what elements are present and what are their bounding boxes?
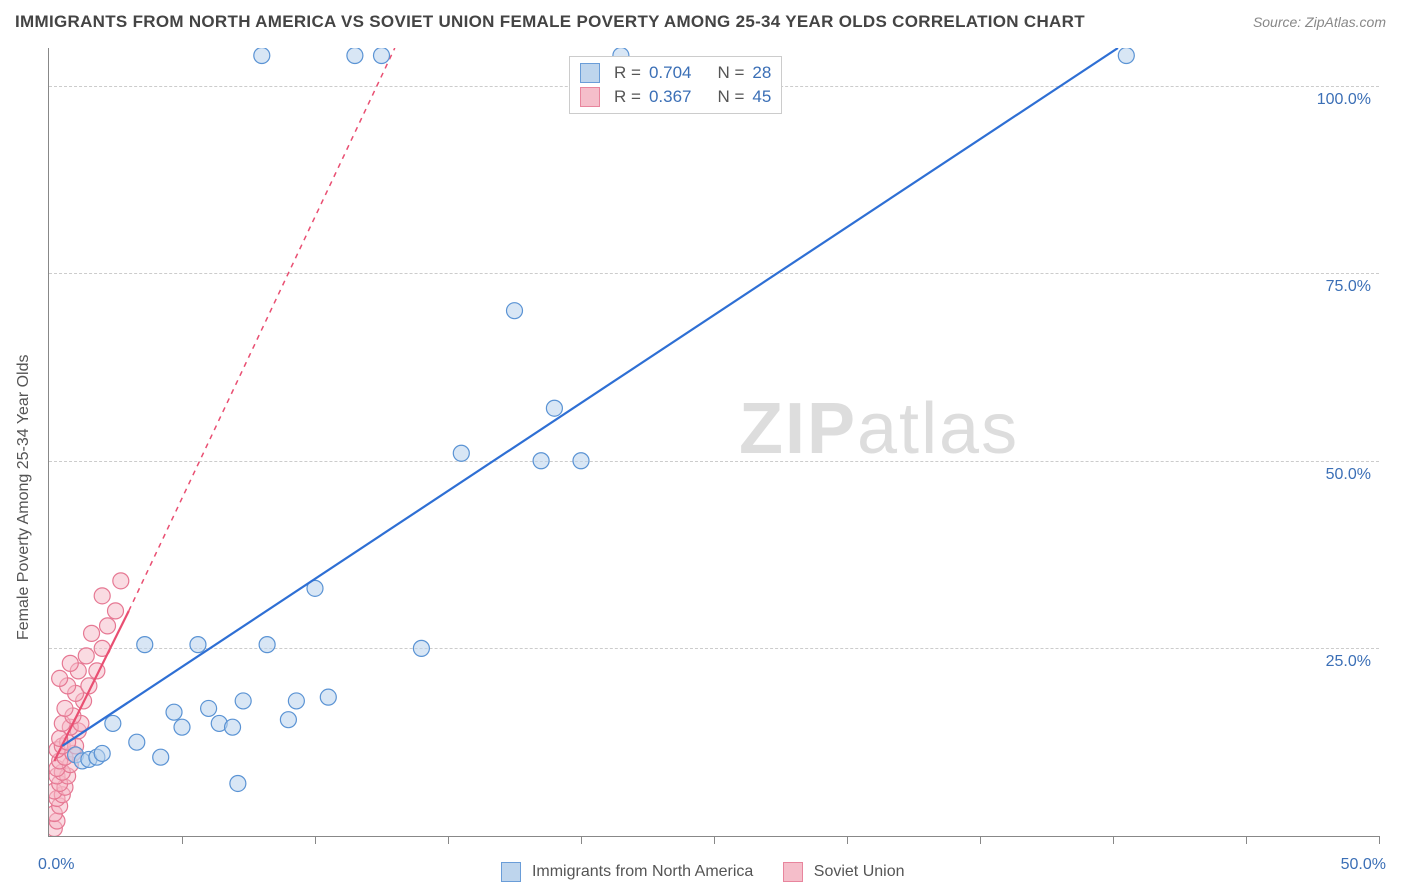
scatter-point <box>320 689 336 705</box>
bottom-legend: Immigrants from North America Soviet Uni… <box>0 862 1406 882</box>
scatter-point <box>413 640 429 656</box>
scatter-point <box>57 700 73 716</box>
scatter-point <box>100 618 116 634</box>
scatter-point <box>347 48 363 64</box>
scatter-point <box>573 453 589 469</box>
legend-row-b: R = 0.367 N = 45 <box>580 85 771 109</box>
scatter-point <box>105 715 121 731</box>
scatter-point <box>453 445 469 461</box>
scatter-point <box>288 693 304 709</box>
scatter-point <box>174 719 190 735</box>
scatter-point <box>230 775 246 791</box>
scatter-point <box>62 655 78 671</box>
scatter-point <box>201 700 217 716</box>
scatter-point <box>259 637 275 653</box>
legend-swatch-a-icon <box>501 862 521 882</box>
scatter-svg <box>49 48 1379 836</box>
scatter-point <box>254 48 270 64</box>
scatter-point <box>94 745 110 761</box>
correlation-legend: R = 0.704 N = 28 R = 0.367 N = 45 <box>569 56 782 114</box>
scatter-point <box>546 400 562 416</box>
source-attribution: Source: ZipAtlas.com <box>1253 14 1386 30</box>
scatter-point <box>108 603 124 619</box>
scatter-point <box>137 637 153 653</box>
trend-line-a <box>62 48 1118 746</box>
scatter-point <box>78 648 94 664</box>
scatter-point <box>374 48 390 64</box>
scatter-point <box>84 625 100 641</box>
legend-item-b: Soviet Union <box>783 862 904 882</box>
scatter-point <box>1118 48 1134 64</box>
chart-title: IMMIGRANTS FROM NORTH AMERICA VS SOVIET … <box>15 12 1085 32</box>
scatter-point <box>533 453 549 469</box>
legend-swatch-b-icon <box>783 862 803 882</box>
scatter-point <box>190 637 206 653</box>
scatter-point <box>129 734 145 750</box>
scatter-point <box>94 588 110 604</box>
legend-swatch-a-icon <box>580 63 600 83</box>
y-axis-label: Female Poverty Among 25-34 Year Olds <box>15 355 33 641</box>
trend-line-b-dash <box>129 48 395 611</box>
legend-swatch-b-icon <box>580 87 600 107</box>
scatter-point <box>52 670 68 686</box>
scatter-point <box>166 704 182 720</box>
scatter-point <box>235 693 251 709</box>
plot-area: ZIPatlas 25.0%50.0%75.0%100.0% R = 0.704… <box>48 48 1379 837</box>
scatter-point <box>507 303 523 319</box>
legend-item-a: Immigrants from North America <box>501 862 753 882</box>
chart-container: IMMIGRANTS FROM NORTH AMERICA VS SOVIET … <box>0 0 1406 892</box>
scatter-point <box>153 749 169 765</box>
scatter-point <box>225 719 241 735</box>
scatter-point <box>113 573 129 589</box>
legend-row-a: R = 0.704 N = 28 <box>580 61 771 85</box>
scatter-point <box>280 712 296 728</box>
